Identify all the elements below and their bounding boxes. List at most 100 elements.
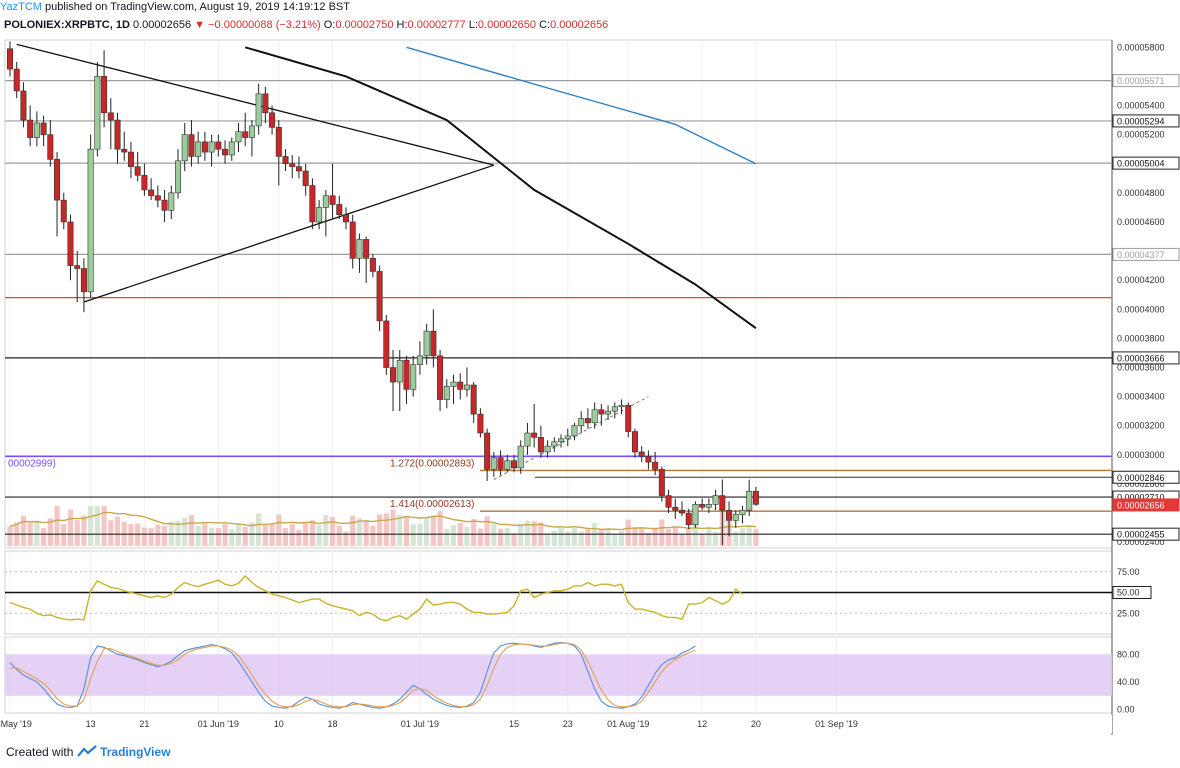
stoch-tick-label: 80.00 <box>1117 649 1140 659</box>
candle-body <box>369 258 376 272</box>
time-tick-label: 01 Jul '19 <box>401 719 439 729</box>
volume-bar <box>511 533 517 546</box>
stoch-tick-label: 40.00 <box>1117 677 1140 687</box>
candle-body <box>134 166 141 176</box>
candle-body <box>235 131 242 143</box>
candle-body <box>188 134 195 157</box>
candle-body <box>685 512 692 526</box>
price-tick-label: 0.00005200 <box>1117 130 1165 140</box>
volume-bar <box>518 523 524 546</box>
price-label: 0.00005571 <box>1117 76 1165 86</box>
volume-bar <box>504 528 510 546</box>
volume-bar <box>437 511 443 546</box>
volume-bar <box>262 524 268 546</box>
candle-body <box>692 504 699 526</box>
rsi-line <box>9 574 743 622</box>
time-tick-label: 12 <box>697 719 707 729</box>
volume-bar <box>202 523 208 546</box>
rsi-tick-label: 50.00 <box>1117 588 1140 598</box>
volume-bar <box>713 532 719 546</box>
time-tick-label: 23 <box>563 719 573 729</box>
level-annotation: 1.414(0.00002613) <box>390 499 475 510</box>
volume-bar <box>551 530 557 546</box>
price-label-box <box>1112 527 1180 541</box>
time-tick-label: 13 <box>86 719 96 729</box>
volume-bar <box>397 514 403 546</box>
price-label-box <box>1112 498 1180 512</box>
candle-body <box>705 504 712 508</box>
trendline-triangle-lower <box>83 164 495 303</box>
candle-body <box>74 265 81 269</box>
price-label: 0.00002846 <box>1117 473 1165 483</box>
candle-body <box>289 163 296 167</box>
candle-body <box>746 490 753 511</box>
volume-bar <box>625 519 631 546</box>
high-label: H: <box>396 19 408 31</box>
author-name[interactable]: YazTCM <box>0 1 42 13</box>
volume-bar <box>343 531 349 546</box>
candle-body <box>699 504 706 508</box>
candle-body <box>168 192 175 211</box>
candle-body <box>537 437 544 453</box>
candle-body <box>101 76 108 114</box>
volume-bar <box>370 525 376 546</box>
published-text: published on TradingView.com, August 19,… <box>45 1 350 13</box>
candle-body <box>618 405 625 408</box>
time-tick-label: 20 <box>751 719 761 729</box>
volume-bar <box>605 529 611 546</box>
volume-bar <box>578 531 584 546</box>
volume-bar <box>403 516 410 546</box>
candle-body <box>175 160 182 194</box>
tradingview-brand[interactable]: TradingView <box>100 745 171 759</box>
candle-body <box>544 445 551 453</box>
volume-bar <box>545 533 551 546</box>
volume-bar <box>20 515 27 546</box>
price-tick-label: 0.00003200 <box>1117 421 1165 431</box>
volume-bar <box>296 529 302 546</box>
symbol-bar: POLONIEX:XRPBTC, 1D 0.00002656 ▼ −0.0000… <box>4 18 608 32</box>
candle-body <box>564 435 571 440</box>
price-tick-label: 0.00003800 <box>1117 333 1165 343</box>
candle-body <box>215 141 222 150</box>
candle-body <box>678 509 685 514</box>
volume-bar <box>256 513 262 546</box>
volume-bar <box>652 527 658 546</box>
volume-bar <box>672 526 678 546</box>
candle-body <box>497 457 504 470</box>
volume-bar <box>390 509 396 546</box>
volume-bar <box>61 524 67 546</box>
candle-body <box>450 381 457 387</box>
close-label: C: <box>539 19 551 31</box>
candle-body <box>531 432 538 438</box>
time-tick-label: 01 May '19 <box>0 719 32 729</box>
candle-body <box>148 189 155 197</box>
stoch-band <box>5 654 1112 696</box>
open-label: O: <box>323 19 336 31</box>
volume-bar <box>659 519 665 546</box>
candle-body <box>719 495 726 511</box>
volume-bar <box>356 517 363 546</box>
price-tick-label: 0.00004600 <box>1117 217 1165 227</box>
volume-bar <box>309 520 315 546</box>
candle-body <box>322 195 329 208</box>
candle-body <box>376 271 383 322</box>
candle-body <box>255 93 262 127</box>
candle-body <box>524 432 531 447</box>
volume-bar <box>141 527 147 546</box>
price-tick-label: 0.00003000 <box>1117 450 1165 460</box>
volume-bar <box>612 533 618 546</box>
price-label-box <box>1112 74 1180 88</box>
candle-body <box>342 214 349 223</box>
tradingview-logo-icon <box>76 745 100 759</box>
candle-body <box>302 170 309 186</box>
price-label: 0.00002455 <box>1117 530 1165 540</box>
candle-body <box>20 90 27 121</box>
open-value: 0.00002750 <box>335 19 394 31</box>
candle-body <box>457 381 464 390</box>
candle-body <box>652 461 659 470</box>
volume-bar <box>618 530 625 546</box>
candle-body <box>416 355 423 365</box>
candle-body <box>87 148 94 293</box>
price-label: 0.00005294 <box>1117 116 1165 126</box>
